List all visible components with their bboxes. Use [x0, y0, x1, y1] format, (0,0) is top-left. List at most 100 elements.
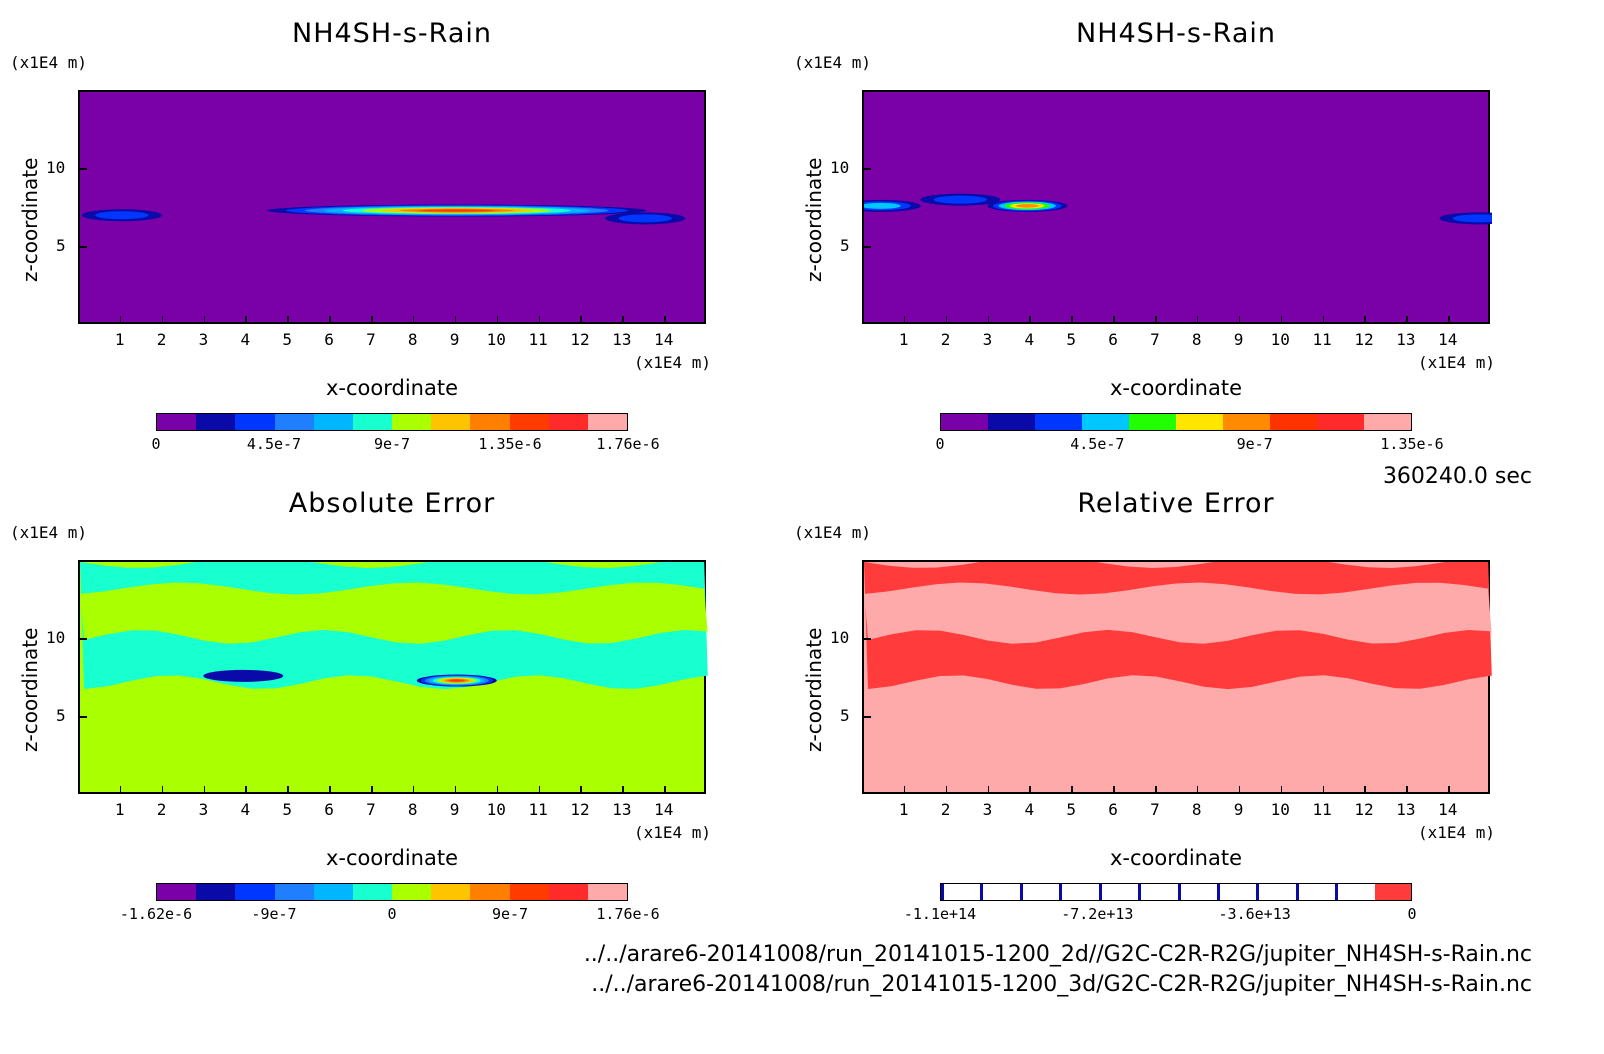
- x-tick-label: 13: [612, 800, 632, 819]
- x-tick-mark: [1280, 786, 1283, 793]
- x-tick-label: 8: [407, 330, 418, 349]
- x-tick-mark: [245, 316, 247, 323]
- colorbar-swatch: [1129, 414, 1176, 430]
- contour-feature: [1439, 212, 1492, 225]
- contour-feature: [605, 212, 686, 225]
- contour-field: [80, 562, 708, 690]
- chart-panel-2: NH4SH-s-Rain (x1E4 m) (x1E4 m) z-coordinate…: [784, 0, 1568, 470]
- colorbar-swatch: [352, 414, 393, 430]
- colorbar-tick-label: 0: [1407, 905, 1417, 923]
- x-tick-mark: [287, 316, 289, 323]
- chart-panel-3: Absolute Error (x1E4 m) (x1E4 m) z-coordina…: [0, 470, 784, 940]
- x-tick-mark: [371, 316, 373, 323]
- x-tick-mark: [1196, 316, 1199, 323]
- colorbar-swatch: [274, 414, 314, 430]
- x-tick-mark: [1322, 786, 1325, 793]
- x-tick-mark: [245, 786, 247, 793]
- colorbar-tick-label: 9e-7: [491, 905, 529, 923]
- x-tick-label: 8: [1191, 330, 1202, 349]
- x-tick-label: 11: [528, 800, 548, 819]
- chart-panel-1: NH4SH-s-Rain (x1E4 m) (x1E4 m) z-coordinate…: [0, 0, 784, 470]
- chart-title: Absolute Error: [288, 488, 496, 519]
- colorbar-tick-label: 0: [151, 435, 161, 453]
- y-tick-label: 5: [840, 706, 850, 725]
- colorbar-tick-label: -1.62e-6: [119, 905, 193, 923]
- colorbar: [156, 413, 628, 431]
- x-tick-label: 3: [982, 800, 993, 819]
- x-tick-mark: [203, 786, 206, 793]
- x-tick-mark: [1448, 316, 1450, 323]
- x-tick-label: 2: [156, 800, 167, 819]
- x-tick-label: 12: [1354, 800, 1374, 819]
- colorbar-swatch: [1223, 414, 1270, 430]
- colorbar-swatch: [470, 884, 510, 900]
- file-path-2d: ../../arare6-20141008/run_20141015-1200_…: [583, 942, 1532, 967]
- x-tick-mark: [1448, 786, 1450, 793]
- x-tick-label: 8: [1191, 800, 1202, 819]
- colorbar-swatch: [392, 414, 432, 430]
- colorbar-swatch: [157, 414, 197, 430]
- x-tick-label: 7: [366, 800, 376, 819]
- x-tick-mark: [412, 316, 415, 323]
- x-tick-label: 14: [1438, 800, 1458, 819]
- x-tick-mark: [1364, 786, 1366, 793]
- y-tick-label: 5: [840, 236, 850, 255]
- colorbar-swatch: [1082, 414, 1129, 430]
- x-tick-label: 3: [198, 800, 209, 819]
- x-tick-label: 2: [940, 800, 951, 819]
- x-tick-label: 8: [407, 800, 418, 819]
- y-tick-mark: [864, 638, 871, 640]
- x-tick-mark: [945, 316, 948, 323]
- y-tick-mark: [864, 168, 871, 170]
- x-tick-mark: [1322, 316, 1325, 323]
- file-path-3d: ../../arare6-20141008/run_20141015-1200_…: [591, 972, 1532, 997]
- x-tick-mark: [987, 316, 990, 323]
- x-tick-label: 10: [486, 800, 506, 819]
- x-tick-mark: [371, 786, 373, 793]
- y-tick-mark: [80, 246, 87, 248]
- x-tick-label: 14: [654, 330, 674, 349]
- colorbar-swatch: [1295, 884, 1336, 900]
- x-axis-label: x-coordinate: [1109, 376, 1242, 400]
- x-tick-label: 9: [449, 330, 460, 349]
- x-tick-mark: [161, 316, 164, 323]
- x-axis-label: x-coordinate: [1109, 846, 1242, 870]
- contour-band: [80, 582, 708, 644]
- x-tick-mark: [1238, 316, 1241, 323]
- colorbar-swatch: [1374, 884, 1412, 900]
- y-unit-label: (x1E4 m): [10, 53, 88, 72]
- x-tick-mark: [622, 316, 624, 323]
- chart-title: NH4SH-s-Rain: [292, 18, 492, 49]
- x-tick-label: 7: [1150, 800, 1160, 819]
- plot-area: [862, 90, 1492, 324]
- colorbar-tick-label: 9e-7: [373, 435, 411, 453]
- x-unit-label: (x1E4 m): [1418, 823, 1496, 842]
- colorbar-swatch: [587, 414, 628, 430]
- colorbar-swatch: [1317, 414, 1364, 430]
- x-tick-mark: [412, 786, 415, 793]
- x-tick-label: 13: [1396, 330, 1416, 349]
- contour-band: [864, 582, 1492, 644]
- contour-field: [864, 193, 1492, 225]
- x-tick-mark: [496, 316, 499, 323]
- x-tick-mark: [538, 316, 541, 323]
- x-tick-label: 1: [114, 330, 125, 349]
- x-tick-label: 14: [654, 800, 674, 819]
- x-tick-label: 9: [449, 800, 460, 819]
- colorbar-tick-label: 4.5e-7: [1070, 435, 1125, 453]
- colorbar-swatch: [548, 884, 588, 900]
- x-tick-label: 4: [240, 800, 251, 819]
- x-tick-label: 6: [1108, 330, 1118, 349]
- contour-feature: [203, 669, 284, 682]
- colorbar-swatch: [548, 414, 588, 430]
- x-tick-label: 13: [1396, 800, 1416, 819]
- y-tick-label: 10: [46, 158, 66, 177]
- x-tick-mark: [1238, 786, 1241, 793]
- x-tick-mark: [329, 786, 331, 793]
- y-unit-label: (x1E4 m): [794, 53, 872, 72]
- colorbar-swatch: [509, 414, 549, 430]
- x-tick-label: 11: [1312, 330, 1332, 349]
- x-tick-mark: [580, 786, 582, 793]
- time-label: 360240.0 sec: [1382, 464, 1532, 489]
- plot-area: [78, 560, 708, 794]
